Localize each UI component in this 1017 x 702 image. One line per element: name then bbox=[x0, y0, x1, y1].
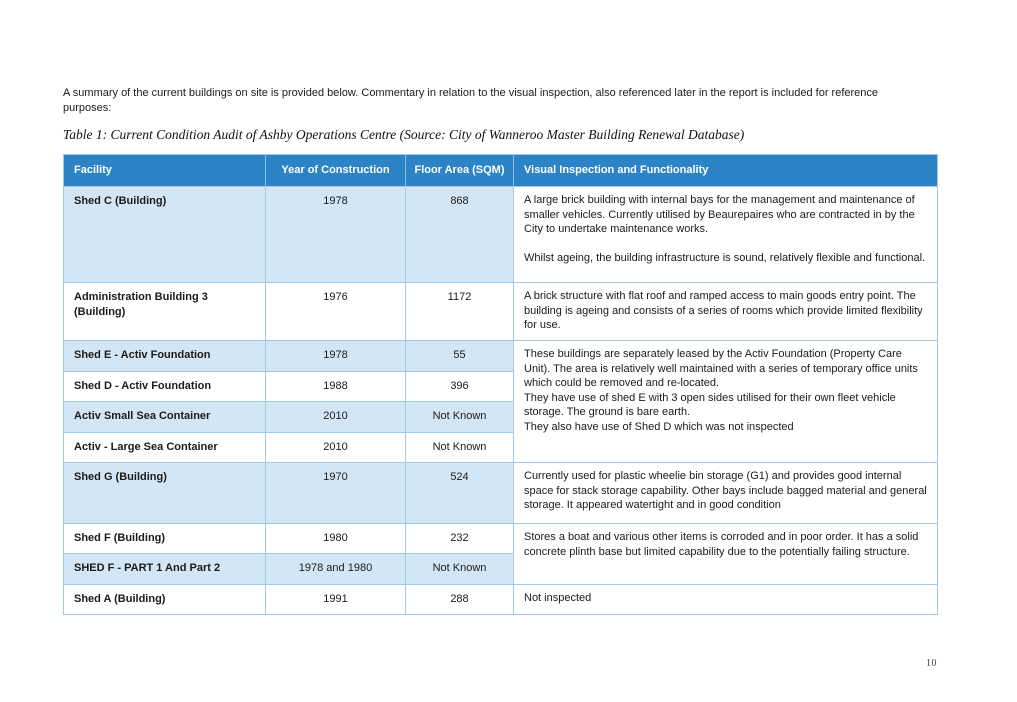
year-cell: 1970 bbox=[265, 462, 406, 524]
table-row: Activ Small Sea Container 2010 Not Known bbox=[63, 401, 938, 433]
floor-area-cell: Not Known bbox=[405, 553, 514, 585]
facility-cell: Shed C (Building) bbox=[63, 186, 266, 283]
table-row: Administration Building 3 (Building) 1976… bbox=[63, 282, 938, 341]
facility-cell: Shed A (Building) bbox=[63, 584, 266, 615]
inspection-paragraph: These buildings are separately leased by… bbox=[524, 348, 918, 389]
facility-cell: Activ Small Sea Container bbox=[63, 401, 266, 433]
inspection-cell: A brick structure with flat roof and ram… bbox=[513, 282, 938, 341]
year-cell: 1978 bbox=[265, 186, 406, 283]
table-body: Shed C (Building) 1978 868 A large brick bu… bbox=[63, 186, 938, 615]
floor-area-cell: 868 bbox=[405, 186, 514, 283]
facility-cell: Activ - Large Sea Container bbox=[63, 432, 266, 463]
inspection-cell: These buildings are separately leased by… bbox=[513, 340, 938, 463]
floor-area-cell: 396 bbox=[405, 371, 514, 402]
floor-area-cell: Not Known bbox=[405, 432, 514, 463]
column-header-year: Year of Construction bbox=[265, 154, 406, 187]
floor-area-cell: 55 bbox=[405, 340, 514, 372]
year-cell: 1978 and 1980 bbox=[265, 553, 406, 585]
year-cell: 2010 bbox=[265, 401, 406, 433]
column-header-facility: Facility bbox=[63, 154, 266, 187]
year-cell: 1976 bbox=[265, 282, 406, 341]
floor-area-cell: 524 bbox=[405, 462, 514, 524]
inspection-paragraph: They have use of shed E with 3 open side… bbox=[524, 391, 896, 419]
inspection-paragraph: A large brick building with internal bay… bbox=[524, 194, 915, 235]
inspection-cell: Stores a boat and various other items is… bbox=[513, 523, 938, 585]
facility-cell: Administration Building 3 (Building) bbox=[63, 282, 266, 341]
facility-cell: SHED F - PART 1 And Part 2 bbox=[63, 553, 266, 585]
inspection-paragraph: Stores a boat and various other items is… bbox=[524, 531, 919, 558]
year-cell: 1978 bbox=[265, 340, 406, 372]
page-number: 10 bbox=[926, 658, 937, 669]
inspection-paragraph: Whilst ageing, the building infrastructu… bbox=[524, 251, 926, 264]
inspection-paragraph: Currently used for plastic wheelie bin s… bbox=[524, 470, 927, 511]
inspection-cell: Not inspected bbox=[513, 584, 938, 615]
table-row: Activ - Large Sea Container 2010 Not Known bbox=[63, 432, 938, 463]
intro-line-2: purposes: bbox=[63, 102, 112, 114]
facility-cell: Shed D - Activ Foundation bbox=[63, 371, 266, 402]
floor-area-cell: Not Known bbox=[405, 401, 514, 433]
year-cell: 2010 bbox=[265, 432, 406, 463]
buildings-audit-table: Facility Year of Construction Floor Area… bbox=[63, 154, 938, 615]
year-cell: 1991 bbox=[265, 584, 406, 615]
facility-cell: Shed G (Building) bbox=[63, 462, 266, 524]
table-row: Shed D - Activ Foundation 1988 396 bbox=[63, 371, 938, 402]
table-header-row: Facility Year of Construction Floor Area… bbox=[63, 154, 938, 187]
column-header-visual-inspection: Visual Inspection and Functionality bbox=[513, 154, 938, 187]
table-row: Shed F (Building) 1980 232 Stores a boat an… bbox=[63, 523, 938, 585]
facility-cell: Shed F (Building) bbox=[63, 523, 266, 554]
year-cell: 1988 bbox=[265, 371, 406, 402]
floor-area-cell: 1172 bbox=[405, 282, 514, 341]
inspection-cell: Currently used for plastic wheelie bin s… bbox=[513, 462, 938, 524]
table-caption: Table 1: Current Condition Audit of Ashb… bbox=[63, 127, 745, 142]
inspection-paragraph: They also have use of Shed D which was n… bbox=[524, 420, 794, 433]
table-row: Shed C (Building) 1978 868 A large brick bu… bbox=[63, 186, 938, 283]
floor-area-cell: 232 bbox=[405, 523, 514, 554]
table-row: Shed E - Activ Foundation 1978 55 These bui… bbox=[63, 340, 938, 463]
floor-area-cell: 288 bbox=[405, 584, 514, 615]
year-cell: 1980 bbox=[265, 523, 406, 554]
column-header-floor-area: Floor Area (SQM) bbox=[405, 154, 514, 187]
table-row: Shed G (Building) 1970 524 Currently used f… bbox=[63, 462, 938, 524]
inspection-cell: A large brick building with internal bay… bbox=[513, 186, 938, 283]
intro-paragraph: A summary of the current buildings on si… bbox=[63, 86, 939, 116]
table-row: Shed A (Building) 1991 288 Not inspected bbox=[63, 584, 938, 615]
inspection-paragraph: A brick structure with flat roof and ram… bbox=[524, 290, 923, 331]
facility-cell: Shed E - Activ Foundation bbox=[63, 340, 266, 372]
table-row: SHED F - PART 1 And Part 2 1978 and 1980 N… bbox=[63, 553, 938, 585]
inspection-paragraph: Not inspected bbox=[524, 592, 592, 604]
intro-line-1: A summary of the current buildings on si… bbox=[63, 87, 879, 99]
